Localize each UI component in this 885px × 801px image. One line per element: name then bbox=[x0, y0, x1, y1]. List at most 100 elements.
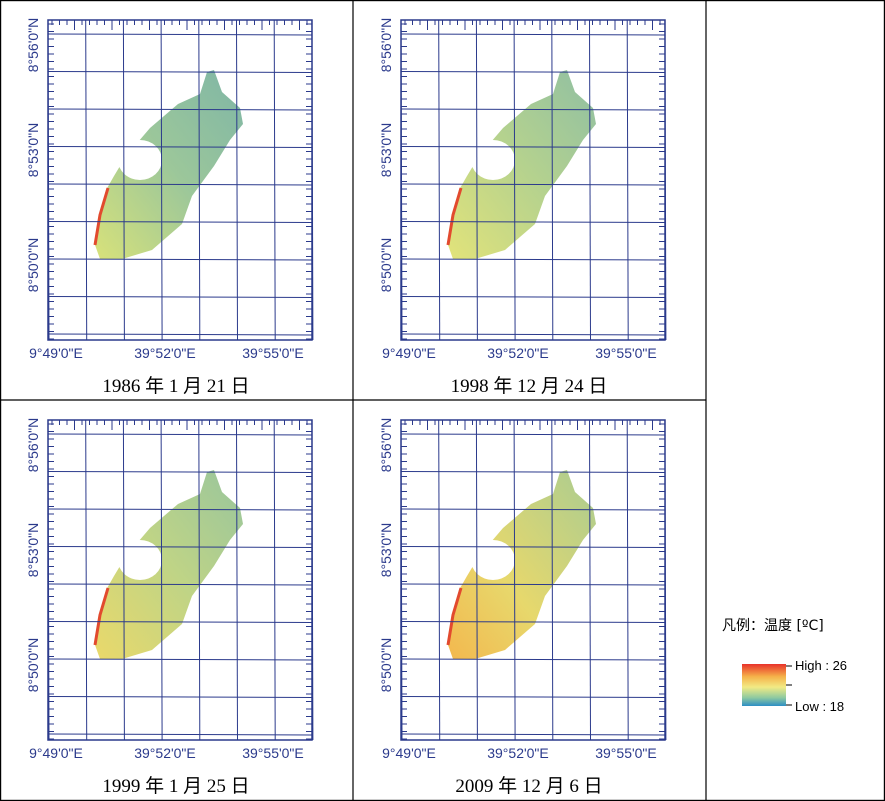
lon-label: 39°55'0"E bbox=[242, 345, 304, 361]
lake bbox=[95, 70, 243, 259]
graticule bbox=[401, 147, 665, 148]
lake bbox=[95, 470, 243, 659]
graticule bbox=[401, 434, 665, 435]
lat-label: 8°53'0"N bbox=[25, 523, 41, 578]
graticule bbox=[514, 420, 515, 740]
graticule bbox=[86, 20, 87, 340]
lake bbox=[448, 70, 596, 259]
legend-title: 凡例：温度 [ºC] bbox=[722, 618, 824, 634]
graticule bbox=[48, 509, 312, 510]
lon-label: 39°52'0"E bbox=[487, 345, 549, 361]
graticule bbox=[48, 547, 312, 548]
lon-label: 39°52'0"E bbox=[134, 745, 196, 761]
lat-label: 8°50'0"N bbox=[378, 238, 394, 293]
graticule bbox=[274, 420, 275, 740]
graticule bbox=[401, 547, 665, 548]
graticule bbox=[627, 20, 628, 340]
map-panel: 8°56'0"N 8°53'0"N 8°50'0"N 9°49'0"E 39°52'0"… bbox=[25, 418, 313, 797]
graticule bbox=[48, 147, 312, 148]
graticule bbox=[161, 20, 162, 340]
lat-label: 8°53'0"N bbox=[378, 123, 394, 178]
graticule bbox=[48, 434, 312, 435]
lake bbox=[448, 470, 596, 659]
graticule bbox=[401, 34, 665, 35]
graticule bbox=[401, 184, 665, 185]
graticule bbox=[48, 622, 312, 623]
caption: 1986 年 1 月 21 日 bbox=[102, 375, 249, 397]
graticule bbox=[401, 659, 665, 660]
lat-label: 8°53'0"N bbox=[378, 523, 394, 578]
island bbox=[118, 140, 162, 180]
lon-label: 39°52'0"E bbox=[487, 745, 549, 761]
graticule bbox=[48, 72, 312, 73]
lon-label: 39°55'0"E bbox=[242, 745, 304, 761]
panels: 8°56'0"N 8°53'0"N 8°50'0"N 9°49'0"E 39°52'0"… bbox=[25, 18, 666, 797]
graticule bbox=[161, 420, 162, 740]
lat-label: 8°56'0"N bbox=[378, 418, 394, 473]
legend-ramp bbox=[742, 664, 786, 706]
lon-label: 9°49'0"E bbox=[29, 745, 83, 761]
graticule bbox=[590, 420, 591, 740]
graticule bbox=[48, 297, 312, 298]
graticule bbox=[48, 222, 312, 223]
graticule bbox=[48, 34, 312, 35]
island bbox=[471, 140, 515, 180]
map-panel: 8°56'0"N 8°53'0"N 8°50'0"N 9°49'0"E 39°52'0"… bbox=[25, 18, 313, 397]
graticule bbox=[476, 20, 477, 340]
graticule bbox=[48, 734, 312, 735]
graticule bbox=[123, 20, 124, 340]
lat-label: 8°56'0"N bbox=[378, 18, 394, 73]
lon-label: 39°55'0"E bbox=[595, 345, 657, 361]
graticule bbox=[48, 184, 312, 185]
graticule bbox=[401, 72, 665, 73]
figure: 8°56'0"N 8°53'0"N 8°50'0"N 9°49'0"E 39°52'0"… bbox=[0, 0, 885, 801]
graticule bbox=[401, 697, 665, 698]
lon-label: 9°49'0"E bbox=[382, 745, 436, 761]
graticule bbox=[48, 109, 312, 110]
graticule bbox=[199, 20, 200, 340]
lat-label: 8°56'0"N bbox=[25, 18, 41, 73]
graticule bbox=[48, 584, 312, 585]
lon-label: 9°49'0"E bbox=[382, 345, 436, 361]
graticule bbox=[401, 259, 665, 260]
legend: 凡例：温度 [ºC] High : 26 Low : 18 bbox=[722, 618, 847, 714]
graticule bbox=[401, 472, 665, 473]
graticule bbox=[401, 734, 665, 735]
caption: 2009 年 12 月 6 日 bbox=[455, 775, 602, 797]
graticule bbox=[514, 20, 515, 340]
graticule bbox=[48, 472, 312, 473]
graticule bbox=[123, 420, 124, 740]
lat-label: 8°53'0"N bbox=[25, 123, 41, 178]
graticule bbox=[237, 420, 238, 740]
graticule bbox=[401, 297, 665, 298]
caption: 1999 年 1 月 25 日 bbox=[102, 775, 249, 797]
lat-label: 8°50'0"N bbox=[378, 638, 394, 693]
lon-label: 39°55'0"E bbox=[595, 745, 657, 761]
graticule bbox=[401, 622, 665, 623]
island bbox=[471, 540, 515, 580]
graticule bbox=[627, 420, 628, 740]
graticule bbox=[48, 259, 312, 260]
legend-low: Low : 18 bbox=[795, 699, 844, 714]
lat-label: 8°50'0"N bbox=[25, 238, 41, 293]
graticule bbox=[199, 420, 200, 740]
graticule bbox=[48, 659, 312, 660]
graticule bbox=[48, 697, 312, 698]
graticule bbox=[86, 420, 87, 740]
graticule bbox=[237, 20, 238, 340]
graticule bbox=[401, 334, 665, 335]
graticule bbox=[439, 420, 440, 740]
graticule bbox=[590, 20, 591, 340]
graticule bbox=[401, 509, 665, 510]
graticule bbox=[552, 420, 553, 740]
lon-label: 39°52'0"E bbox=[134, 345, 196, 361]
graticule bbox=[552, 20, 553, 340]
map-panel: 8°56'0"N 8°53'0"N 8°50'0"N 9°49'0"E 39°52'0"… bbox=[378, 418, 666, 797]
legend-high: High : 26 bbox=[795, 658, 847, 673]
caption: 1998 年 12 月 24 日 bbox=[451, 375, 608, 397]
lat-label: 8°50'0"N bbox=[25, 638, 41, 693]
graticule bbox=[274, 20, 275, 340]
lat-label: 8°56'0"N bbox=[25, 418, 41, 473]
lon-label: 9°49'0"E bbox=[29, 345, 83, 361]
graticule bbox=[48, 334, 312, 335]
